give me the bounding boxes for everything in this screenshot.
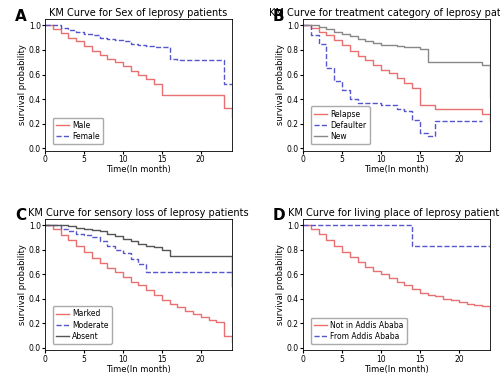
X-axis label: Time(In month): Time(In month) (364, 365, 429, 374)
Legend: Relapse, Defaulter, New: Relapse, Defaulter, New (310, 107, 370, 144)
Y-axis label: survival probability: survival probability (18, 45, 28, 126)
Title: KM Curve for living place of leprosy patients: KM Curve for living place of leprosy pat… (288, 208, 500, 218)
Y-axis label: survival probability: survival probability (18, 244, 28, 325)
Title: KM Curve for sensory loss of leprosy patients: KM Curve for sensory loss of leprosy pat… (28, 208, 249, 218)
X-axis label: Time(In month): Time(In month) (106, 365, 171, 374)
Text: D: D (273, 208, 285, 223)
Y-axis label: survival probability: survival probability (276, 244, 285, 325)
Title: KM Curve for Sex of leprosy patients: KM Curve for Sex of leprosy patients (50, 8, 228, 18)
Y-axis label: survival probability: survival probability (276, 45, 285, 126)
Text: A: A (15, 9, 27, 24)
Legend: Male, Female: Male, Female (52, 118, 103, 144)
Legend: Not in Addis Ababa, From Addis Ababa: Not in Addis Ababa, From Addis Ababa (310, 318, 407, 344)
Title: KM Curve for treatment category of leprosy patients: KM Curve for treatment category of lepro… (268, 8, 500, 18)
X-axis label: Time(In month): Time(In month) (364, 165, 429, 174)
X-axis label: Time(In month): Time(In month) (106, 165, 171, 174)
Text: C: C (15, 208, 26, 223)
Text: B: B (273, 9, 284, 24)
Legend: Marked, Moderate, Absent: Marked, Moderate, Absent (52, 306, 112, 344)
